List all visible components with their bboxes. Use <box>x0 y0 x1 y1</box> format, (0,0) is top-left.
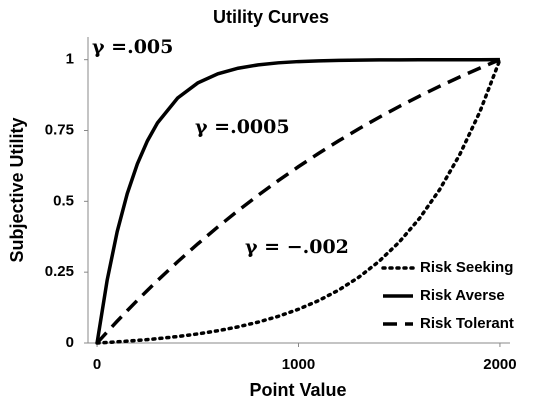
line <box>95 58 501 345</box>
y-axis-label: Subjective Utility <box>7 117 27 262</box>
line <box>95 57 502 345</box>
x-tick-label: 0 <box>93 356 101 373</box>
x-axis-label: Point Value <box>249 380 346 400</box>
x-tick-label: 2000 <box>483 356 516 373</box>
y-tick-label: 0.25 <box>45 263 74 280</box>
annotation: γ = −.002 <box>245 236 349 258</box>
y-tick-label: 0.5 <box>53 192 74 209</box>
legend-label: Risk Seeking <box>420 259 513 276</box>
annotation: γ =.005 <box>92 36 173 58</box>
legend-label: Risk Tolerant <box>420 315 514 332</box>
y-tick-label: 0.75 <box>45 121 74 138</box>
chart-title: Utility Curves <box>213 7 329 27</box>
legend-label: Risk Averse <box>420 287 505 304</box>
annotation: γ =.0005 <box>195 116 290 138</box>
y-tick-label: 1 <box>66 51 74 68</box>
line <box>95 57 500 344</box>
x-tick-label: 1000 <box>282 356 315 373</box>
y-tick-label: 0 <box>66 334 74 351</box>
